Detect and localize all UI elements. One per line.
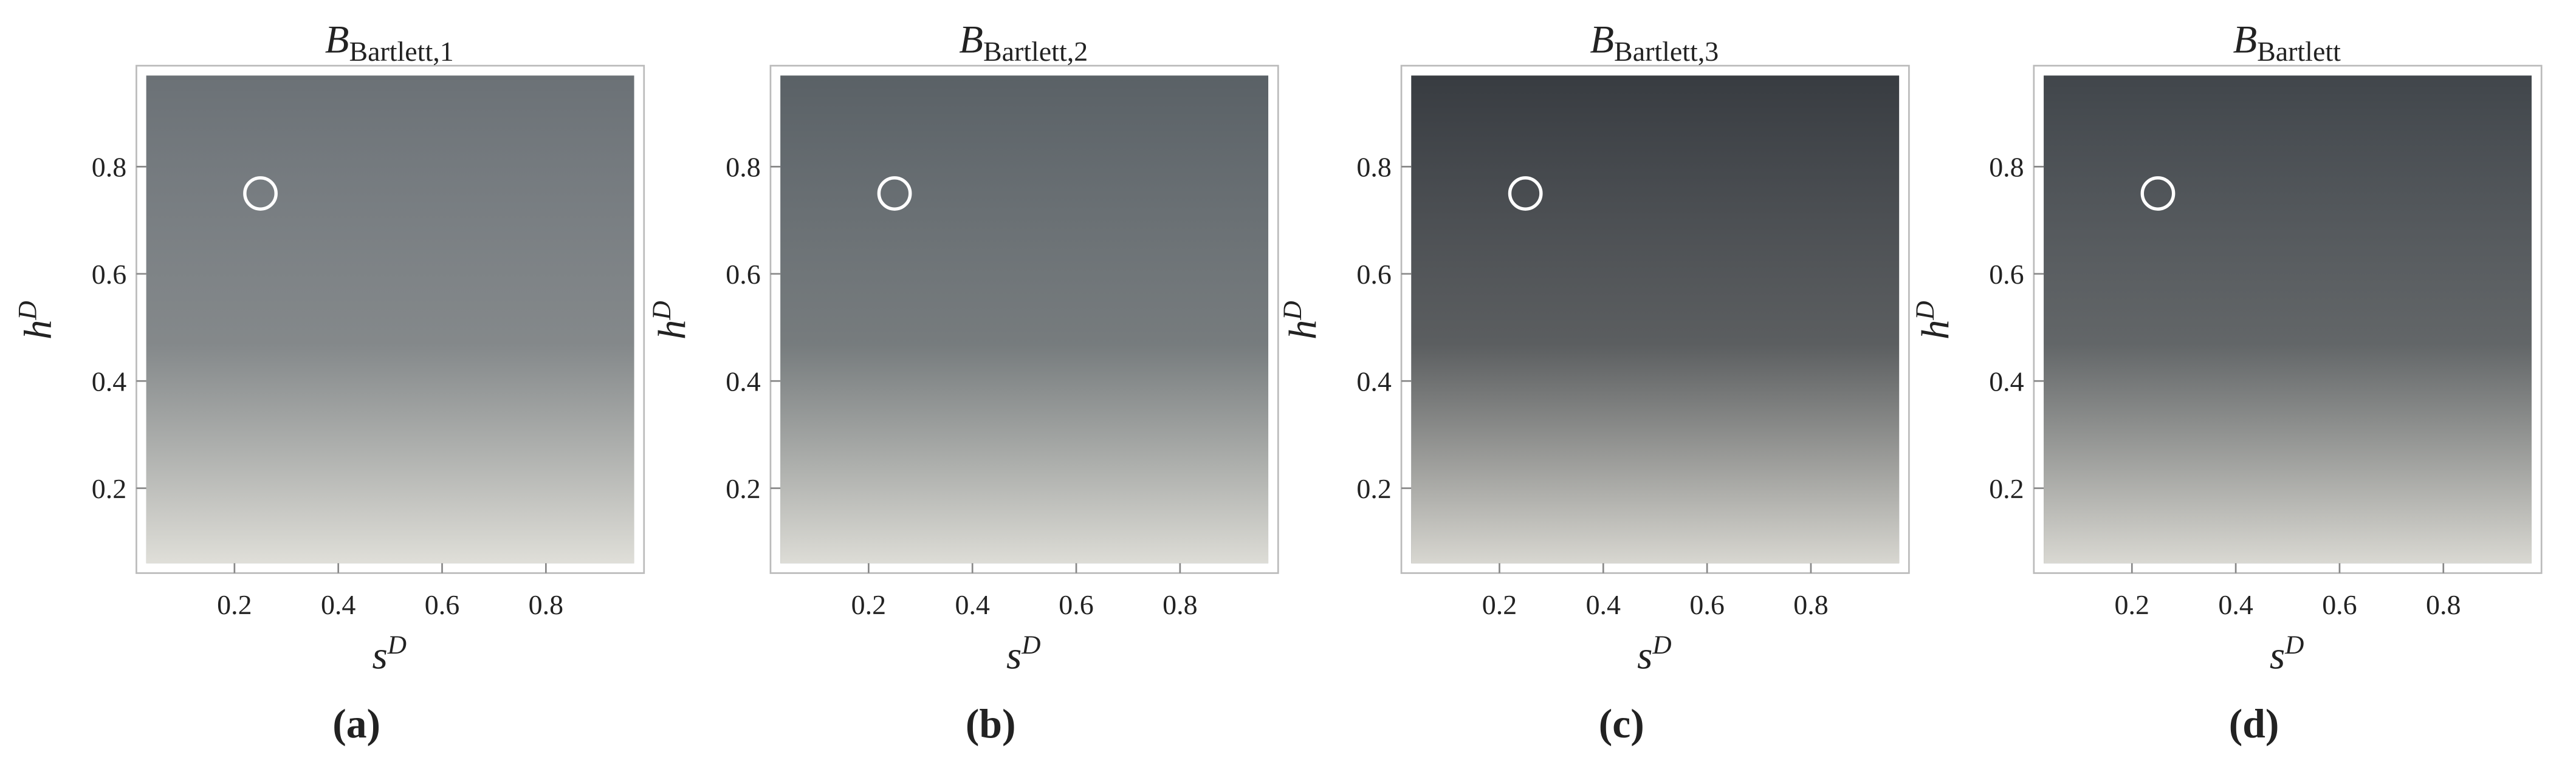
- x-tick-label: 0.6: [1689, 589, 1724, 620]
- y-tick-label: 0.6: [726, 259, 760, 290]
- y-tick-label: 0.8: [1356, 152, 1391, 183]
- y-tick-label: 0.6: [1356, 259, 1391, 290]
- title-subscript: Bartlett,3: [1614, 36, 1719, 67]
- x-axis-label: sD: [2270, 631, 2304, 677]
- x-label-main: s: [1006, 634, 1022, 677]
- chart-title: BBartlett,3: [1590, 18, 1719, 67]
- x-tick-label: 0.2: [217, 589, 252, 620]
- y-tick-label: 0.6: [92, 259, 126, 290]
- y-axis-label: hD: [647, 301, 694, 340]
- y-tick-label: 0.4: [92, 366, 126, 397]
- title-subscript: Bartlett,1: [349, 36, 453, 67]
- y-tick-label: 0.2: [1989, 473, 2024, 504]
- x-axis-label: sD: [373, 631, 407, 677]
- contour-shading: [1411, 75, 1900, 564]
- title-subscript: Bartlett,2: [983, 36, 1088, 67]
- y-label-sup: D: [1911, 301, 1940, 320]
- y-label-main: h: [650, 320, 694, 340]
- y-axis-label: hD: [1278, 301, 1325, 340]
- contour-shading: [2044, 75, 2532, 564]
- contour-shading: [780, 75, 1269, 564]
- title-main: B: [959, 18, 983, 62]
- y-tick-label: 0.4: [726, 366, 760, 397]
- x-label-main: s: [2270, 634, 2285, 677]
- x-tick-label: 0.8: [1163, 589, 1197, 620]
- x-tick-label: 0.8: [2426, 589, 2461, 620]
- panel-label: (c): [1599, 701, 1644, 747]
- title-main: B: [1590, 18, 1614, 62]
- x-tick-label: 0.4: [321, 589, 355, 620]
- marker: [1508, 176, 1543, 211]
- x-tick-label: 0.6: [2322, 589, 2357, 620]
- chart-title: BBartlett,1: [325, 18, 454, 67]
- contour-shading: [146, 75, 634, 564]
- x-tick-label: 0.4: [955, 589, 989, 620]
- y-axis-label: hD: [1911, 301, 1957, 340]
- y-axis-label: hD: [13, 301, 60, 340]
- y-label-main: h: [1281, 320, 1325, 340]
- y-tick-label: 0.8: [726, 152, 760, 183]
- x-tick-label: 0.8: [1793, 589, 1828, 620]
- x-label-sup: D: [2284, 631, 2304, 660]
- x-axis-label: sD: [1006, 631, 1040, 677]
- y-label-sup: D: [647, 301, 676, 320]
- x-label-sup: D: [1652, 631, 1671, 660]
- x-tick-label: 0.8: [529, 589, 563, 620]
- x-tick-label: 0.6: [1059, 589, 1093, 620]
- panel-label: (d): [2229, 701, 2279, 747]
- y-tick-label: 0.8: [92, 152, 126, 183]
- x-tick-label: 0.2: [2115, 589, 2149, 620]
- y-label-sup: D: [1278, 301, 1307, 320]
- y-tick-label: 0.6: [1989, 259, 2024, 290]
- chart-title: BBartlett: [2233, 18, 2341, 67]
- y-tick-label: 0.2: [1356, 473, 1391, 504]
- y-label-main: h: [16, 320, 60, 340]
- x-tick-label: 0.4: [2218, 589, 2253, 620]
- x-axis-label: sD: [1637, 631, 1671, 677]
- y-tick-label: 0.4: [1356, 366, 1391, 397]
- y-label-sup: D: [13, 301, 43, 320]
- marker: [2140, 176, 2176, 211]
- x-label-main: s: [1637, 634, 1652, 677]
- x-tick-label: 0.6: [425, 589, 459, 620]
- x-label-sup: D: [1021, 631, 1040, 660]
- marker: [877, 176, 912, 211]
- chart-title: BBartlett,2: [959, 18, 1088, 67]
- x-label-main: s: [373, 634, 388, 677]
- x-label-sup: D: [387, 631, 407, 660]
- y-tick-label: 0.2: [92, 473, 126, 504]
- y-tick-label: 0.2: [726, 473, 760, 504]
- y-tick-label: 0.8: [1989, 152, 2024, 183]
- panel-label: (a): [332, 701, 380, 747]
- title-main: B: [325, 18, 349, 62]
- title-main: B: [2233, 18, 2257, 62]
- x-tick-label: 0.4: [1586, 589, 1621, 620]
- x-tick-label: 0.2: [1482, 589, 1517, 620]
- marker: [243, 176, 278, 211]
- title-subscript: Bartlett: [2257, 36, 2341, 67]
- y-label-main: h: [1914, 320, 1957, 340]
- panel-label: (b): [966, 701, 1016, 747]
- x-tick-label: 0.2: [851, 589, 886, 620]
- y-tick-label: 0.4: [1989, 366, 2024, 397]
